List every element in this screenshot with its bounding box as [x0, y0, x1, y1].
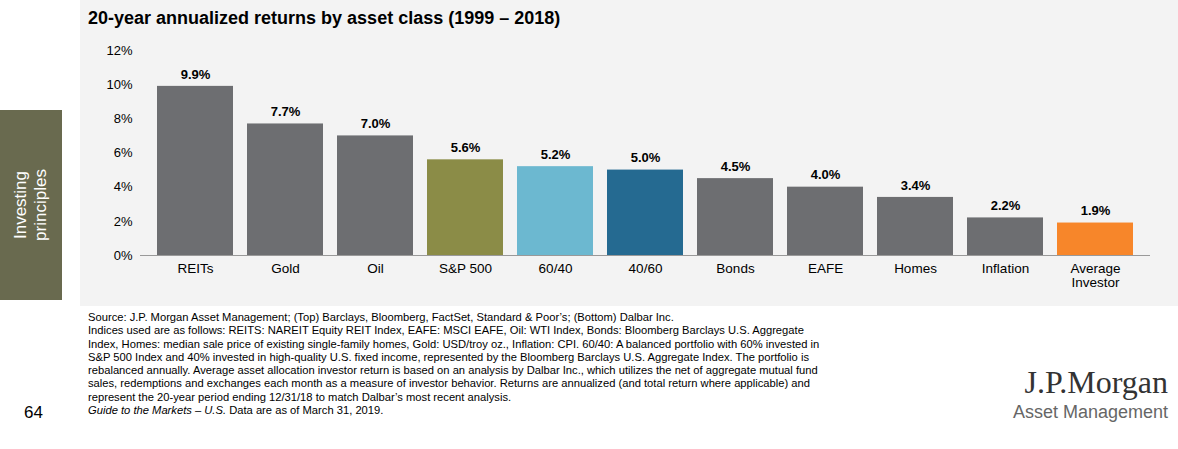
svg-text:REITs: REITs — [177, 261, 213, 276]
html-text:Guide to the Markets – U.S. Da: Guide to the Markets – U.S. Data are as … — [88, 404, 384, 417]
svg-text:40/60: 40/60 — [629, 261, 663, 276]
svg-text:4%: 4% — [114, 179, 133, 194]
svg-text:AverageInvestor: AverageInvestor — [1070, 261, 1120, 289]
html-text:represent the 20-year period e: represent the 20-year period ending 12/3… — [88, 390, 512, 403]
svg-text:Oil: Oil — [367, 261, 384, 276]
svg-text:Gold: Gold — [271, 261, 300, 276]
svg-text:3.4%: 3.4% — [901, 178, 931, 193]
svg-text:EAFE: EAFE — [808, 261, 843, 276]
svg-text:7.0%: 7.0% — [361, 116, 391, 131]
svg-text:S&P 500: S&P 500 — [439, 261, 492, 276]
svg-text:6%: 6% — [114, 145, 133, 160]
svg-text:5.6%: 5.6% — [451, 140, 481, 155]
svg-text:1.9%: 1.9% — [1081, 203, 1111, 218]
svg-text:0%: 0% — [114, 248, 133, 263]
svg-text:2%: 2% — [114, 213, 133, 228]
html-text:principles: principles — [31, 169, 50, 241]
svg-text:8%: 8% — [114, 111, 133, 126]
svg-text:Bonds: Bonds — [716, 261, 755, 276]
svg-text:12%: 12% — [106, 43, 132, 58]
svg-text:2.2%: 2.2% — [991, 198, 1021, 213]
html-text:64: 64 — [24, 403, 43, 422]
svg-text:5.0%: 5.0% — [631, 150, 661, 165]
svg-text:60/40: 60/40 — [539, 261, 573, 276]
svg-text:9.9%: 9.9% — [181, 67, 211, 82]
html-text:rebalanced annually. Average a: rebalanced annually. Average asset alloc… — [88, 364, 818, 377]
svg-text:4.0%: 4.0% — [811, 167, 841, 182]
html-text:Investing: Investing — [11, 171, 30, 239]
svg-text:Homes: Homes — [894, 261, 937, 276]
svg-text:5.2%: 5.2% — [541, 147, 571, 162]
html-text:J.P.Morgan: J.P.Morgan — [1024, 364, 1168, 400]
html-text:sales, redemptions and exchang: sales, redemptions and exchanges each mo… — [88, 377, 810, 390]
html-text:S&P 500 Index and 40% invested: S&P 500 Index and 40% invested in high-q… — [88, 350, 809, 363]
html-text:20-year annualized returns by: 20-year annualized returns by asset clas… — [88, 8, 561, 28]
html-text:Indices used are as follows: R: Indices used are as follows: REITS: NARE… — [88, 324, 804, 337]
svg-text:10%: 10% — [106, 77, 132, 92]
html-text:Index, Homes: median sale pric: Index, Homes: median sale price of exist… — [88, 337, 820, 350]
svg-text:Inflation: Inflation — [982, 261, 1029, 276]
svg-text:7.7%: 7.7% — [271, 104, 301, 119]
svg-text:4.5%: 4.5% — [721, 159, 751, 174]
html-text:Asset Management: Asset Management — [1012, 402, 1168, 422]
html-text:Source: J.P. Morgan Asset Mana: Source: J.P. Morgan Asset Management; (T… — [88, 311, 674, 323]
